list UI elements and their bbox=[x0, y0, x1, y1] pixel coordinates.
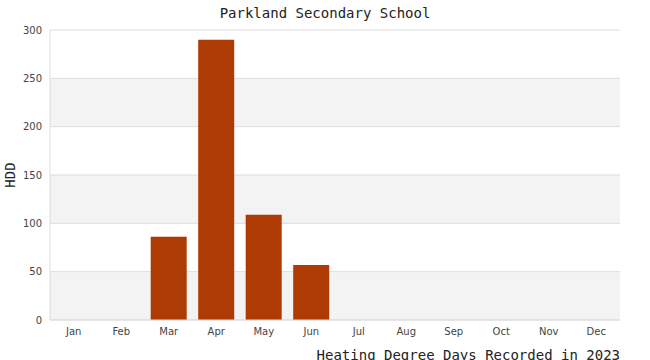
svg-text:300: 300 bbox=[23, 25, 42, 36]
svg-text:Sep: Sep bbox=[444, 326, 463, 337]
svg-text:HDD: HDD bbox=[8, 162, 18, 187]
svg-text:Feb: Feb bbox=[112, 326, 130, 337]
svg-text:Dec: Dec bbox=[587, 326, 606, 337]
svg-text:200: 200 bbox=[23, 121, 42, 132]
svg-text:0: 0 bbox=[36, 315, 42, 326]
svg-text:May: May bbox=[253, 326, 274, 337]
svg-text:Nov: Nov bbox=[539, 326, 559, 337]
svg-text:Oct: Oct bbox=[493, 326, 510, 337]
svg-text:Jun: Jun bbox=[302, 326, 319, 337]
svg-text:50: 50 bbox=[29, 266, 42, 277]
svg-text:100: 100 bbox=[23, 218, 42, 229]
svg-text:Apr: Apr bbox=[208, 326, 226, 337]
svg-text:250: 250 bbox=[23, 73, 42, 84]
svg-text:Aug: Aug bbox=[396, 326, 416, 337]
html-text:Parkland Secondary School: Parkland Secondary School bbox=[219, 5, 431, 21]
svg-text:Jan: Jan bbox=[65, 326, 81, 337]
svg-text:Jul: Jul bbox=[352, 326, 365, 337]
svg-text:Mar: Mar bbox=[159, 326, 179, 337]
svg-text:Heating Degree Days Recorded i: Heating Degree Days Recorded in 2023 bbox=[317, 347, 620, 360]
svg-text:150: 150 bbox=[23, 170, 42, 181]
